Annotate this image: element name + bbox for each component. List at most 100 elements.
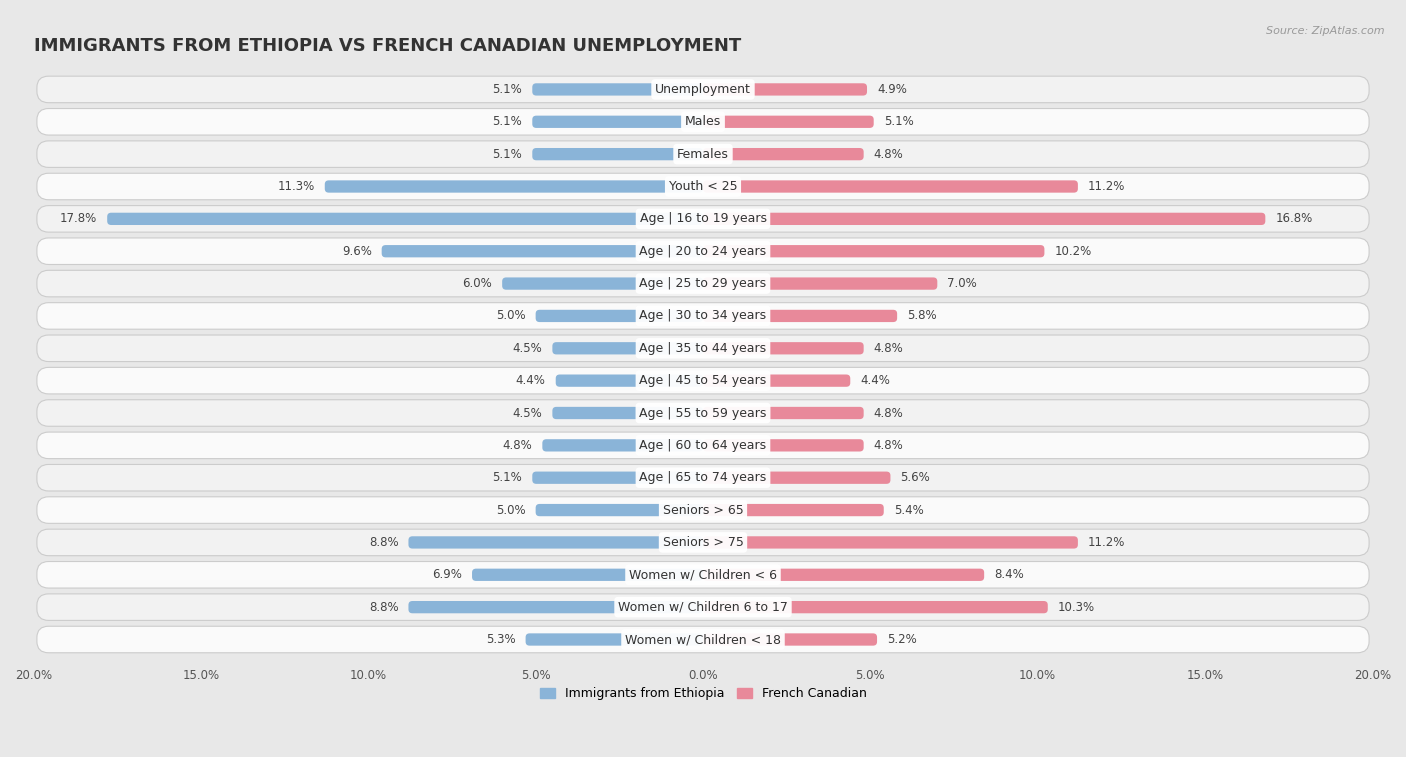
FancyBboxPatch shape	[37, 465, 1369, 491]
FancyBboxPatch shape	[502, 277, 703, 290]
FancyBboxPatch shape	[703, 213, 1265, 225]
Text: 8.8%: 8.8%	[368, 536, 398, 549]
FancyBboxPatch shape	[37, 594, 1369, 621]
Text: 5.6%: 5.6%	[900, 471, 931, 484]
Text: 5.1%: 5.1%	[492, 115, 522, 128]
Text: 10.3%: 10.3%	[1057, 600, 1095, 614]
FancyBboxPatch shape	[37, 626, 1369, 653]
Text: IMMIGRANTS FROM ETHIOPIA VS FRENCH CANADIAN UNEMPLOYMENT: IMMIGRANTS FROM ETHIOPIA VS FRENCH CANAD…	[34, 37, 741, 55]
Text: Age | 35 to 44 years: Age | 35 to 44 years	[640, 342, 766, 355]
Text: 4.8%: 4.8%	[873, 407, 904, 419]
Text: Age | 16 to 19 years: Age | 16 to 19 years	[640, 213, 766, 226]
FancyBboxPatch shape	[553, 342, 703, 354]
Text: Age | 25 to 29 years: Age | 25 to 29 years	[640, 277, 766, 290]
FancyBboxPatch shape	[526, 634, 703, 646]
FancyBboxPatch shape	[703, 148, 863, 160]
FancyBboxPatch shape	[703, 375, 851, 387]
FancyBboxPatch shape	[553, 407, 703, 419]
Text: 4.4%: 4.4%	[860, 374, 890, 387]
FancyBboxPatch shape	[37, 562, 1369, 588]
Text: 4.8%: 4.8%	[873, 439, 904, 452]
Text: 11.3%: 11.3%	[277, 180, 315, 193]
Text: Age | 30 to 34 years: Age | 30 to 34 years	[640, 310, 766, 322]
Text: 10.2%: 10.2%	[1054, 245, 1091, 257]
FancyBboxPatch shape	[703, 634, 877, 646]
Text: 6.0%: 6.0%	[463, 277, 492, 290]
FancyBboxPatch shape	[533, 116, 703, 128]
Text: Women w/ Children < 18: Women w/ Children < 18	[626, 633, 780, 646]
FancyBboxPatch shape	[107, 213, 703, 225]
FancyBboxPatch shape	[543, 439, 703, 451]
Text: Women w/ Children 6 to 17: Women w/ Children 6 to 17	[619, 600, 787, 614]
Text: Age | 60 to 64 years: Age | 60 to 64 years	[640, 439, 766, 452]
Text: 16.8%: 16.8%	[1275, 213, 1313, 226]
FancyBboxPatch shape	[703, 407, 863, 419]
FancyBboxPatch shape	[37, 141, 1369, 167]
FancyBboxPatch shape	[536, 310, 703, 322]
FancyBboxPatch shape	[37, 108, 1369, 135]
Text: Age | 20 to 24 years: Age | 20 to 24 years	[640, 245, 766, 257]
FancyBboxPatch shape	[703, 310, 897, 322]
FancyBboxPatch shape	[536, 504, 703, 516]
FancyBboxPatch shape	[703, 439, 863, 451]
Text: Unemployment: Unemployment	[655, 83, 751, 96]
FancyBboxPatch shape	[37, 367, 1369, 394]
Text: Seniors > 65: Seniors > 65	[662, 503, 744, 516]
Text: 5.3%: 5.3%	[486, 633, 516, 646]
Text: 5.8%: 5.8%	[907, 310, 936, 322]
FancyBboxPatch shape	[703, 536, 1078, 549]
FancyBboxPatch shape	[325, 180, 703, 192]
Text: 11.2%: 11.2%	[1088, 536, 1125, 549]
Text: 6.9%: 6.9%	[432, 569, 463, 581]
FancyBboxPatch shape	[37, 76, 1369, 103]
FancyBboxPatch shape	[37, 335, 1369, 362]
Legend: Immigrants from Ethiopia, French Canadian: Immigrants from Ethiopia, French Canadia…	[534, 682, 872, 706]
FancyBboxPatch shape	[37, 173, 1369, 200]
FancyBboxPatch shape	[37, 432, 1369, 459]
Text: Age | 45 to 54 years: Age | 45 to 54 years	[640, 374, 766, 387]
Text: 5.1%: 5.1%	[492, 148, 522, 160]
Text: 4.9%: 4.9%	[877, 83, 907, 96]
Text: 4.8%: 4.8%	[873, 342, 904, 355]
Text: Females: Females	[678, 148, 728, 160]
FancyBboxPatch shape	[703, 601, 1047, 613]
FancyBboxPatch shape	[37, 303, 1369, 329]
Text: 7.0%: 7.0%	[948, 277, 977, 290]
FancyBboxPatch shape	[703, 83, 868, 95]
Text: 5.2%: 5.2%	[887, 633, 917, 646]
FancyBboxPatch shape	[703, 342, 863, 354]
Text: 9.6%: 9.6%	[342, 245, 371, 257]
Text: 5.0%: 5.0%	[496, 503, 526, 516]
Text: Age | 55 to 59 years: Age | 55 to 59 years	[640, 407, 766, 419]
Text: 5.1%: 5.1%	[884, 115, 914, 128]
FancyBboxPatch shape	[409, 536, 703, 549]
FancyBboxPatch shape	[703, 116, 873, 128]
Text: Seniors > 75: Seniors > 75	[662, 536, 744, 549]
Text: 4.5%: 4.5%	[513, 342, 543, 355]
FancyBboxPatch shape	[409, 601, 703, 613]
FancyBboxPatch shape	[533, 148, 703, 160]
FancyBboxPatch shape	[703, 180, 1078, 192]
Text: 4.8%: 4.8%	[502, 439, 533, 452]
FancyBboxPatch shape	[703, 245, 1045, 257]
Text: 8.4%: 8.4%	[994, 569, 1024, 581]
Text: 5.1%: 5.1%	[492, 83, 522, 96]
Text: Source: ZipAtlas.com: Source: ZipAtlas.com	[1267, 26, 1385, 36]
Text: Males: Males	[685, 115, 721, 128]
Text: 4.8%: 4.8%	[873, 148, 904, 160]
FancyBboxPatch shape	[37, 529, 1369, 556]
Text: 17.8%: 17.8%	[60, 213, 97, 226]
FancyBboxPatch shape	[703, 504, 884, 516]
Text: Age | 65 to 74 years: Age | 65 to 74 years	[640, 471, 766, 484]
Text: 5.0%: 5.0%	[496, 310, 526, 322]
FancyBboxPatch shape	[555, 375, 703, 387]
Text: 4.4%: 4.4%	[516, 374, 546, 387]
FancyBboxPatch shape	[381, 245, 703, 257]
FancyBboxPatch shape	[533, 83, 703, 95]
FancyBboxPatch shape	[703, 569, 984, 581]
FancyBboxPatch shape	[37, 206, 1369, 232]
Text: Women w/ Children < 6: Women w/ Children < 6	[628, 569, 778, 581]
FancyBboxPatch shape	[37, 497, 1369, 523]
Text: 4.5%: 4.5%	[513, 407, 543, 419]
FancyBboxPatch shape	[37, 238, 1369, 264]
